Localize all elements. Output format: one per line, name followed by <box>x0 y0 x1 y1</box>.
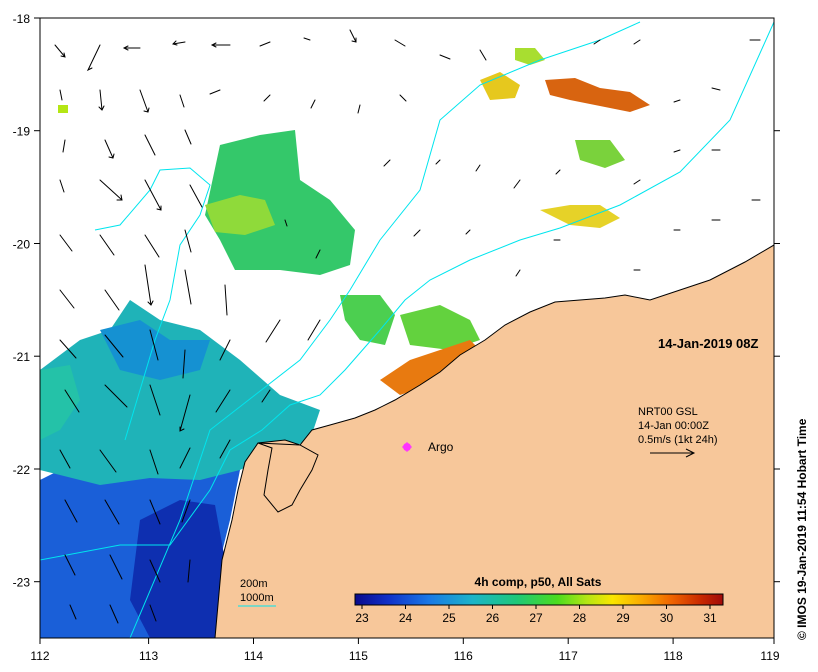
sst-patch-green-yellow <box>205 195 275 235</box>
contour-legend: 200m 1000m <box>238 578 276 607</box>
colorbar-tick-label: 24 <box>399 611 413 625</box>
sst-patch-nw-fleck <box>58 105 68 113</box>
argo-label: Argo <box>428 440 454 454</box>
lat-tick-label: -18 <box>13 12 31 26</box>
colorbar-tick-label: 29 <box>616 611 630 625</box>
sst-patch-ne-yellow-2 <box>540 205 620 228</box>
current-vectors <box>54 29 761 624</box>
contour-200m <box>40 21 774 561</box>
land-mainland <box>214 244 774 638</box>
current-legend: NRT00 GSL 14-Jan 00:00Z 0.5m/s (1kt 24h) <box>638 406 717 458</box>
contour-1000m-label: 1000m <box>240 592 274 604</box>
colorbar-tick-label: 31 <box>703 611 717 625</box>
argo-marker[interactable] <box>402 442 412 452</box>
sst-patch-ne-green <box>575 140 625 168</box>
colorbar-tick-label: 30 <box>660 611 674 625</box>
bathymetry-contours <box>40 21 774 638</box>
land-exmouth-peninsula <box>257 442 319 513</box>
plot-frame <box>39 17 775 639</box>
contour-200m-label: 200m <box>240 578 268 590</box>
sst-patch-green-north <box>205 130 355 275</box>
colorbar-tick-label: 26 <box>486 611 500 625</box>
sst-patch-green-middle <box>340 295 395 345</box>
lat-tick-label: -21 <box>13 350 31 364</box>
colorbar-tick-label: 23 <box>355 611 369 625</box>
contour-shelf <box>94 167 211 441</box>
lon-tick-label: 115 <box>349 649 368 663</box>
lat-tick-label: -19 <box>13 125 31 139</box>
lon-axis <box>39 638 775 644</box>
lon-tick-label: 116 <box>454 649 473 663</box>
sst-data-layer <box>40 48 650 638</box>
lon-tick-label: 112 <box>30 649 49 663</box>
lon-tick-label: 117 <box>559 649 578 663</box>
colorbar-tick-label: 27 <box>529 611 543 625</box>
lon-tick-label: 118 <box>664 649 683 663</box>
sst-patch-teal-west <box>40 365 80 440</box>
lat-tick-label: -22 <box>13 463 31 477</box>
lat-tick-label: -20 <box>13 238 31 252</box>
sst-patch-deep-blue <box>130 500 225 638</box>
lon-tick-label: 119 <box>760 649 779 663</box>
lon-tick-label: 114 <box>244 649 263 663</box>
sst-patch-orange-coast <box>380 340 480 395</box>
current-source-label: NRT00 GSL <box>638 406 698 418</box>
colorbar-tick-label: 25 <box>442 611 456 625</box>
sst-patch-green-coast <box>400 305 480 350</box>
sst-patch-ne-orange <box>545 78 650 112</box>
lat-axis <box>34 17 780 583</box>
colorbar: 4h comp, p50, All Sats 23 24 25 26 27 28… <box>354 575 724 625</box>
colorbar-gradient <box>354 593 724 606</box>
sst-patch-ne-yellow <box>480 72 520 100</box>
contour-1000m <box>129 21 641 638</box>
colorbar-tick-label: 28 <box>573 611 587 625</box>
lon-tick-label: 113 <box>139 649 158 663</box>
datetime-label: 14-Jan-2019 08Z <box>658 336 759 351</box>
lat-tick-label: -23 <box>13 576 31 590</box>
credit-label: © IMOS 19-Jan-2019 11:54 Hobart Time <box>795 418 809 640</box>
scale-arrow-icon <box>650 448 696 458</box>
colorbar-title: 4h comp, p50, All Sats <box>475 575 602 589</box>
current-scale-label: 0.5m/s (1kt 24h) <box>638 434 717 446</box>
current-time-label: 14-Jan 00:00Z <box>638 420 709 432</box>
